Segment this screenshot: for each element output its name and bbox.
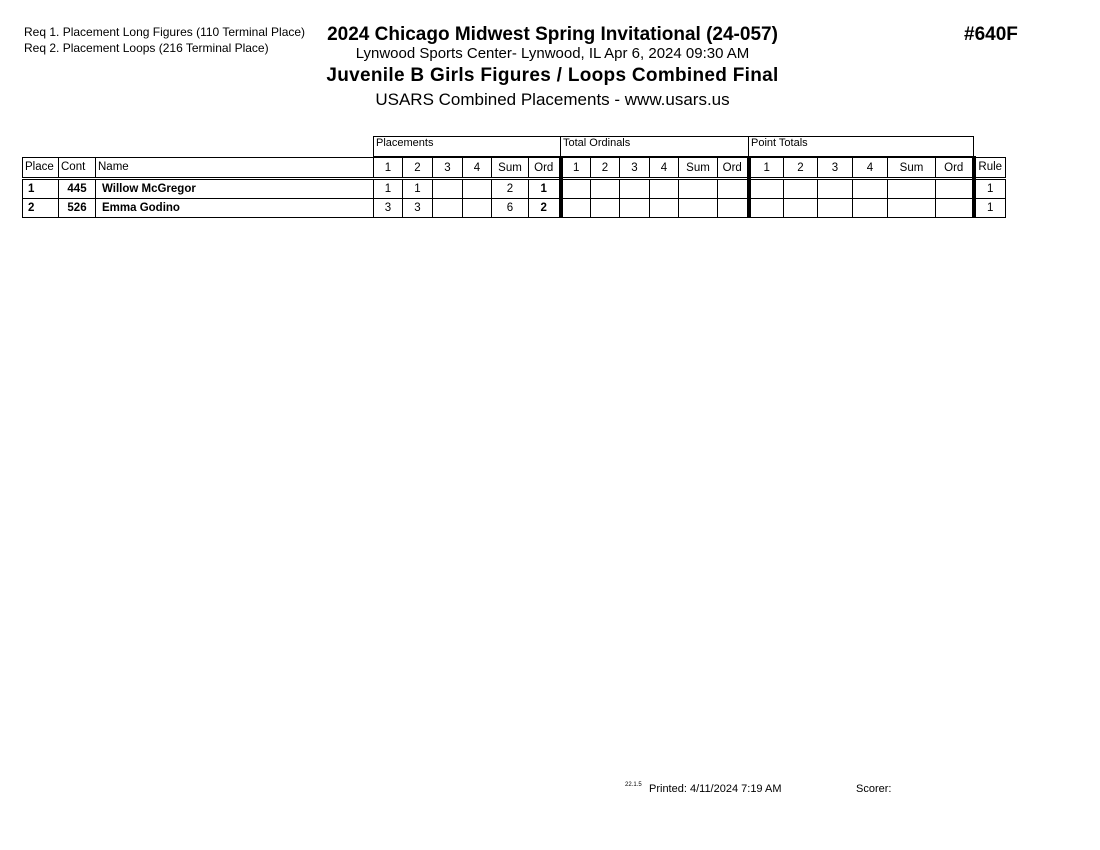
total-ordinal-cell bbox=[619, 178, 650, 199]
placement-cell: 1 bbox=[373, 178, 403, 199]
column-header: 2 bbox=[402, 156, 433, 180]
column-header: 3 bbox=[432, 156, 463, 180]
placement-cell: 3 bbox=[402, 198, 433, 218]
venue-date: Lynwood Sports Center- Lynwood, IL Apr 6… bbox=[355, 45, 750, 62]
subtitle: USARS Combined Placements - www.usars.us bbox=[375, 90, 730, 109]
point-total-cell bbox=[887, 178, 936, 199]
total-ordinal-cell bbox=[717, 178, 749, 199]
column-header: Rule bbox=[971, 156, 1006, 180]
total-ordinal-cell bbox=[678, 198, 718, 218]
total-ordinal-cell bbox=[558, 198, 591, 218]
column-header: 1 bbox=[746, 156, 784, 180]
column-header: Ord bbox=[935, 156, 974, 180]
placement-cell: 1 bbox=[528, 178, 561, 199]
point-total-cell bbox=[887, 198, 936, 218]
table-row: 2 526 Emma Godino 3 3 6 2 1 bbox=[22, 198, 1006, 218]
point-total-cell bbox=[935, 178, 974, 199]
place-cell: 1 bbox=[22, 178, 59, 199]
name-cell: Emma Godino bbox=[95, 198, 374, 218]
placement-cell bbox=[462, 178, 492, 199]
name-cell: Willow McGregor bbox=[95, 178, 374, 199]
column-header: 3 bbox=[817, 156, 853, 180]
point-total-cell bbox=[746, 178, 784, 199]
column-header: Cont bbox=[58, 156, 96, 180]
table-row: 1 445 Willow McGregor 1 1 2 1 1 bbox=[22, 178, 1006, 199]
column-header: Sum bbox=[491, 156, 529, 180]
place-cell: 2 bbox=[22, 198, 59, 218]
column-header: Ord bbox=[528, 156, 561, 180]
group-spacer bbox=[23, 137, 374, 158]
point-total-cell bbox=[935, 198, 974, 218]
column-header: 2 bbox=[783, 156, 818, 180]
rule-cell: 1 bbox=[971, 198, 1006, 218]
column-header: Name bbox=[95, 156, 374, 180]
requirement-1: Req 1. Placement Long Figures (110 Termi… bbox=[24, 25, 306, 39]
point-total-cell bbox=[746, 198, 784, 218]
total-ordinal-cell bbox=[590, 178, 620, 199]
group-header-placements: Placements bbox=[373, 136, 561, 158]
group-header-point-totals: Point Totals bbox=[748, 136, 974, 158]
point-total-cell bbox=[817, 178, 853, 199]
scorer-label: Scorer: bbox=[856, 783, 892, 795]
column-header: 4 bbox=[852, 156, 888, 180]
column-header: Sum bbox=[887, 156, 936, 180]
printed-timestamp: Printed: 4/11/2024 7:19 AM bbox=[649, 783, 782, 795]
results-table: Placements Total Ordinals Point Totals Plac… bbox=[22, 136, 1006, 218]
column-header: Sum bbox=[678, 156, 718, 180]
point-total-cell bbox=[852, 178, 888, 199]
version-number: 22.1.5 bbox=[625, 782, 642, 788]
placement-cell: 2 bbox=[528, 198, 561, 218]
placement-cell: 1 bbox=[402, 178, 433, 199]
requirement-2: Req 2. Placement Loops (216 Terminal Pla… bbox=[24, 41, 269, 55]
placement-cell: 3 bbox=[373, 198, 403, 218]
placement-cell: 6 bbox=[491, 198, 529, 218]
total-ordinal-cell bbox=[619, 198, 650, 218]
total-ordinal-cell bbox=[649, 198, 679, 218]
group-header-total-ordinals: Total Ordinals bbox=[560, 136, 749, 158]
point-total-cell bbox=[783, 198, 818, 218]
cont-cell: 445 bbox=[58, 178, 96, 199]
column-header: Ord bbox=[717, 156, 749, 180]
total-ordinal-cell bbox=[649, 178, 679, 199]
group-spacer bbox=[974, 137, 1006, 158]
column-header: Place bbox=[22, 156, 59, 180]
total-ordinal-cell bbox=[717, 198, 749, 218]
column-header: 1 bbox=[373, 156, 403, 180]
column-header: 3 bbox=[619, 156, 650, 180]
rule-cell: 1 bbox=[971, 178, 1006, 199]
total-ordinal-cell bbox=[678, 178, 718, 199]
column-header: 4 bbox=[649, 156, 679, 180]
total-ordinal-cell bbox=[558, 178, 591, 199]
point-total-cell bbox=[817, 198, 853, 218]
competition-title: 2024 Chicago Midwest Spring Invitational… bbox=[327, 24, 778, 45]
placement-cell bbox=[462, 198, 492, 218]
column-header: 1 bbox=[558, 156, 591, 180]
total-ordinal-cell bbox=[590, 198, 620, 218]
point-total-cell bbox=[783, 178, 818, 199]
event-title: Juvenile B Girls Figures / Loops Combine… bbox=[326, 65, 779, 86]
column-header: 4 bbox=[462, 156, 492, 180]
group-header-row: Placements Total Ordinals Point Totals bbox=[23, 136, 1006, 158]
column-header-row: Place Cont Name 1 2 3 4 Sum Ord 1 2 3 4 Sum Ord 1 2 3 4 Sum… bbox=[22, 156, 1006, 180]
column-header: 2 bbox=[590, 156, 620, 180]
placement-cell: 2 bbox=[491, 178, 529, 199]
placement-cell bbox=[432, 198, 463, 218]
placement-cell bbox=[432, 178, 463, 199]
point-total-cell bbox=[852, 198, 888, 218]
cont-cell: 526 bbox=[58, 198, 96, 218]
event-number: #640F bbox=[964, 24, 1018, 45]
